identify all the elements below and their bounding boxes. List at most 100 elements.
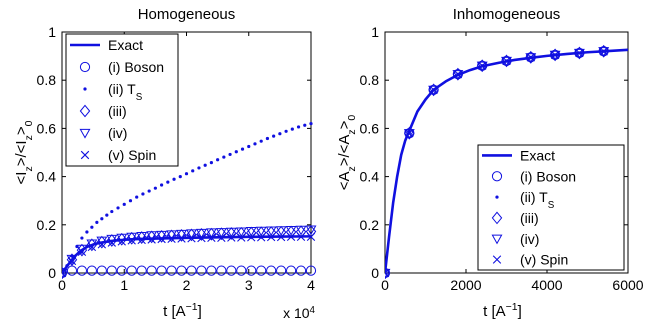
legend-entry: (i) Boson	[491, 168, 576, 184]
series-cross	[62, 232, 316, 278]
data-point-circle	[166, 265, 177, 276]
data-point-triangle-down	[295, 225, 307, 236]
data-point-circle	[295, 265, 307, 276]
y-tick-label: 0.2	[360, 217, 380, 233]
data-point-cross	[137, 235, 146, 245]
legend-marker-triangle-down	[79, 128, 91, 139]
data-point-dot	[160, 183, 164, 187]
legend-marker-circle	[79, 61, 91, 73]
y-tick-label: 0.4	[360, 169, 380, 185]
data-point-cross	[599, 47, 608, 56]
data-point-triangle-down	[476, 61, 488, 72]
data-point-circle	[86, 265, 97, 276]
data-point-cross	[127, 236, 136, 245]
data-point-triangle-down	[549, 50, 561, 61]
data-point-circle	[236, 265, 247, 276]
data-point-dot	[259, 139, 263, 143]
data-point-dot	[228, 152, 232, 157]
data-point-dot	[197, 166, 201, 170]
data-point-cross	[429, 85, 438, 95]
data-point-triangle-down	[146, 231, 158, 242]
data-point-dot	[234, 150, 238, 154]
data-point-cross	[67, 256, 77, 266]
data-point-cross	[405, 129, 414, 138]
legend-label: (iv)	[520, 231, 539, 247]
data-point-dot	[128, 199, 133, 203]
data-point-dot	[178, 175, 182, 179]
data-point-triangle-down	[215, 228, 227, 238]
legend-marker-cross	[492, 255, 502, 264]
data-point-circle	[285, 265, 297, 276]
legend-label: (ii) TS	[520, 189, 555, 211]
data-point-dot	[209, 161, 213, 165]
y-tick-label: 1	[48, 24, 56, 40]
data-point-dot	[153, 186, 157, 190]
data-point-circle	[186, 265, 197, 276]
legend: Exact (i) Boson (ii) TS(iii) (iv) (v) Spin	[65, 33, 179, 167]
legend-box	[65, 33, 179, 167]
series-cross	[385, 47, 608, 278]
legend-label: (i) Boson	[520, 168, 576, 184]
data-point-circle	[196, 265, 207, 276]
x-tick-label: 0	[381, 277, 389, 293]
y-axis: 0 0.2 0.4 0.6 0.8 1	[37, 24, 311, 281]
data-point-cross	[107, 238, 116, 247]
y-axis-label: <Iz>/<Iz>0	[13, 120, 35, 184]
plot-frame	[384, 31, 629, 274]
data-point-dot	[85, 230, 89, 234]
data-point-triangle-down	[96, 236, 108, 247]
data-point-circle	[305, 265, 317, 276]
data-point-triangle-down	[598, 47, 610, 57]
data-point-triangle-down	[501, 56, 512, 67]
data-point-dot	[284, 129, 288, 133]
data-point-cross	[247, 233, 256, 242]
data-point-triangle-down	[525, 53, 537, 63]
data-area	[62, 121, 317, 279]
series-dot	[62, 121, 313, 275]
data-point-cross	[207, 233, 216, 243]
legend-marker-diamond	[79, 104, 91, 118]
legend-label: (iv)	[108, 125, 127, 141]
y-tick-label: 0.2	[37, 217, 57, 233]
data-point-dot	[216, 158, 220, 162]
data-point-cross	[197, 233, 206, 243]
data-point-triangle-down	[305, 225, 317, 236]
legend-label: (iii)	[108, 103, 127, 119]
data-point-triangle-down	[116, 233, 128, 244]
legend-marker-triangle-down	[491, 234, 503, 245]
y-tick-label: 0.8	[37, 72, 57, 88]
data-point-triangle-down	[166, 230, 178, 241]
data-point-circle	[126, 265, 137, 276]
chart-title: Inhomogeneous	[453, 6, 561, 23]
legend: Exact (i) Boson (ii) TS(iii) (iv) (v) Spin	[477, 144, 625, 271]
legend-entry: Exact	[482, 147, 555, 163]
data-point-cross	[77, 247, 87, 256]
legend-box	[477, 144, 625, 271]
data-point-circle	[276, 265, 287, 276]
data-point-triangle-down	[403, 129, 415, 139]
data-point-triangle-down	[573, 48, 585, 59]
chart-panel-2: Inhomogeneous 0 2000 4000 6000 0 0.2 0.4 0.6 0.8 1…	[336, 6, 644, 320]
data-point-triangle-down	[285, 226, 297, 236]
data-point-dot	[303, 123, 307, 127]
data-point-triangle-down	[452, 70, 464, 80]
data-point-cross	[167, 234, 176, 243]
data-point-dot	[110, 209, 114, 214]
data-point-cross	[526, 53, 535, 62]
legend-entry: Exact	[70, 37, 143, 53]
data-point-dot	[253, 142, 257, 146]
data-point-dot	[141, 192, 145, 196]
data-point-triangle-down	[186, 229, 197, 240]
legend-marker-cross	[80, 150, 90, 160]
data-point-cross	[502, 56, 511, 66]
data-point-triangle-down	[66, 254, 78, 265]
data-point-circle	[246, 265, 257, 276]
x-tick-label: 0	[58, 277, 66, 293]
data-point-circle	[226, 265, 237, 276]
data-point-circle	[96, 265, 107, 276]
data-point-triangle-down	[428, 85, 440, 96]
data-point-cross	[117, 237, 126, 246]
legend-entry: (iii)	[491, 210, 539, 226]
data-point-cross	[187, 234, 196, 243]
data-point-cross	[237, 233, 246, 242]
